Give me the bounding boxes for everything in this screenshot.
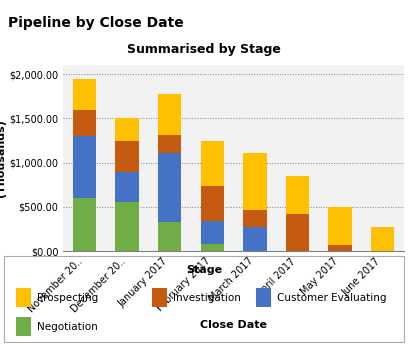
Bar [115,141,139,172]
Bar [286,214,309,251]
Bar [286,176,309,214]
Bar [328,245,352,251]
Bar [243,227,266,251]
Bar [243,153,266,209]
Bar [201,221,224,244]
Text: Investigation: Investigation [173,292,241,303]
Bar [115,118,139,141]
Bar [158,153,182,222]
X-axis label: Close Date: Close Date [200,320,267,330]
Bar [328,207,352,245]
Bar [201,244,224,251]
Bar [152,288,167,307]
Bar [73,79,96,110]
Y-axis label: Sum of Amount
(Thousands): Sum of Amount (Thousands) [0,110,7,206]
Bar [243,209,266,227]
Text: Prospecting: Prospecting [37,292,98,303]
Bar [73,136,96,198]
Bar [158,222,182,251]
Bar [158,94,182,135]
Bar [73,198,96,251]
Text: Pipeline by Close Date: Pipeline by Close Date [8,16,184,30]
Bar [73,110,96,136]
Bar [16,288,31,307]
Bar [201,186,224,221]
Text: Stage: Stage [186,265,222,275]
Bar [115,172,139,203]
Bar [371,227,395,251]
Text: Customer Evaluating: Customer Evaluating [277,292,387,303]
Text: Summarised by Stage: Summarised by Stage [127,43,281,56]
Bar [256,288,271,307]
Bar [115,203,139,251]
Text: Negotiation: Negotiation [37,322,98,332]
Bar [201,141,224,186]
Bar [158,135,182,153]
Bar [16,317,31,336]
